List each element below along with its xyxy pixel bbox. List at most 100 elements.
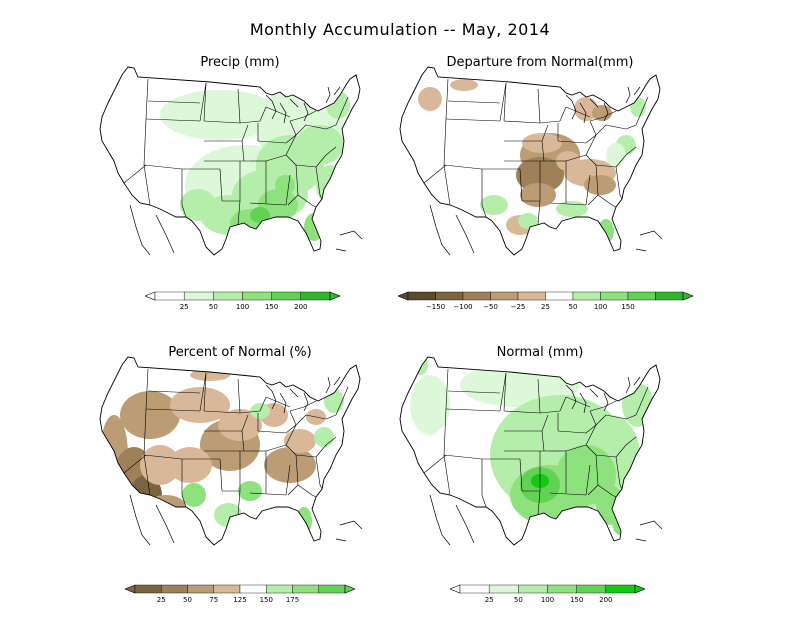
legend-high-arrow	[634, 584, 645, 594]
legend-colorbar	[125, 584, 355, 594]
normal-panel-title: Normal (mm)	[496, 345, 584, 360]
coastline-segment	[335, 248, 347, 252]
coastline-segment	[579, 102, 587, 124]
legend-bin	[576, 584, 607, 594]
legend-tick-label: 125	[233, 596, 247, 604]
legend-bin	[187, 584, 214, 594]
coastline-segment	[333, 86, 341, 96]
shaded-area	[275, 175, 295, 195]
state-boundary	[635, 400, 643, 416]
state-boundary	[237, 490, 241, 516]
legend-bin	[490, 291, 519, 301]
state-boundary	[325, 124, 337, 130]
coastline-segment	[289, 388, 299, 398]
legend-bin	[300, 291, 331, 301]
coastline-segment	[279, 392, 287, 414]
state-boundary	[295, 454, 299, 486]
shaded-area	[518, 213, 538, 229]
departure-legend: −150 −100 −50 −25 25 50 100 150	[398, 290, 693, 314]
legend-colorbar	[145, 291, 340, 301]
state-boundary	[319, 484, 323, 490]
state-boundary	[285, 174, 291, 206]
shaded-area	[584, 175, 616, 195]
state-boundaries	[123, 78, 349, 226]
coastline-features	[129, 86, 363, 256]
state-boundary	[549, 492, 587, 496]
legend-high-arrow	[329, 291, 340, 301]
shaded-area	[218, 409, 262, 441]
state-boundary	[241, 414, 249, 432]
shaded-area	[120, 391, 180, 439]
departure-panel-title: Departure from Normal(mm)	[446, 55, 634, 70]
coastline-segment	[455, 504, 475, 544]
shaded-field	[106, 67, 350, 242]
state-boundary	[641, 386, 649, 402]
state-boundary	[499, 82, 507, 122]
state-boundary	[587, 484, 599, 496]
figure-title: Monthly Accumulation -- May, 2014	[249, 20, 551, 39]
legend-tick-label: 75	[209, 596, 219, 604]
state-boundary	[641, 96, 649, 112]
state-boundary	[237, 378, 241, 414]
shaded-area	[238, 481, 262, 501]
state-boundary	[603, 400, 617, 408]
shaded-area	[418, 87, 442, 111]
state-boundary	[219, 458, 223, 492]
state-boundary	[565, 396, 591, 408]
state-boundary	[147, 390, 201, 394]
state-boundary	[287, 484, 299, 496]
shaded-area	[450, 79, 478, 91]
state-boundary	[145, 408, 201, 412]
legend-low-arrow	[398, 291, 409, 301]
state-boundary	[603, 110, 617, 118]
coastline-segment	[579, 392, 587, 414]
normal-map	[399, 356, 663, 546]
state-boundary	[585, 444, 597, 456]
precip-map	[99, 66, 363, 256]
state-boundary	[241, 430, 245, 452]
shaded-area	[592, 105, 612, 121]
state-boundary	[443, 164, 451, 206]
state-boundary	[557, 430, 587, 434]
legend-tick-label: 150	[264, 303, 279, 311]
legend-tick-label: 50	[513, 596, 523, 604]
state-boundary	[143, 408, 147, 456]
legend-bin	[318, 584, 346, 594]
state-boundary	[595, 124, 607, 136]
state-boundary	[203, 410, 241, 414]
legend-tick-label: −150	[425, 303, 446, 311]
state-boundary	[589, 406, 605, 412]
coastline-segment	[429, 204, 451, 256]
state-boundary	[123, 454, 147, 474]
shaded-area	[520, 183, 556, 207]
departure-map	[399, 66, 663, 256]
state-boundary	[611, 494, 617, 498]
legend-bin	[266, 584, 293, 594]
coastline-segment	[335, 538, 347, 542]
state-boundary	[249, 202, 287, 206]
state-boundary	[295, 124, 307, 136]
percent-map	[99, 356, 363, 546]
state-boundary	[443, 454, 451, 496]
state-boundary	[445, 118, 501, 122]
coastline-segment	[589, 388, 599, 398]
state-boundary	[325, 146, 337, 156]
coastline-features	[429, 86, 663, 256]
state-boundary	[587, 194, 599, 206]
legend-tick-label: 100	[540, 596, 555, 604]
state-boundary	[589, 410, 597, 426]
state-boundary	[259, 106, 267, 122]
coastline-segment	[129, 204, 151, 256]
state-boundary	[605, 124, 627, 130]
legend-tick-label: −25	[510, 303, 526, 311]
state-boundary	[341, 96, 349, 112]
shaded-area	[182, 483, 206, 507]
state-boundary	[447, 390, 501, 394]
state-boundary	[265, 396, 291, 408]
percent-panel-title: Percent of Normal (%)	[168, 345, 312, 360]
shaded-area	[480, 195, 508, 215]
legend-low-arrow	[125, 584, 136, 594]
coastline-segment	[625, 376, 631, 394]
legend-tick-label: 25	[156, 596, 166, 604]
shaded-area	[284, 429, 316, 453]
